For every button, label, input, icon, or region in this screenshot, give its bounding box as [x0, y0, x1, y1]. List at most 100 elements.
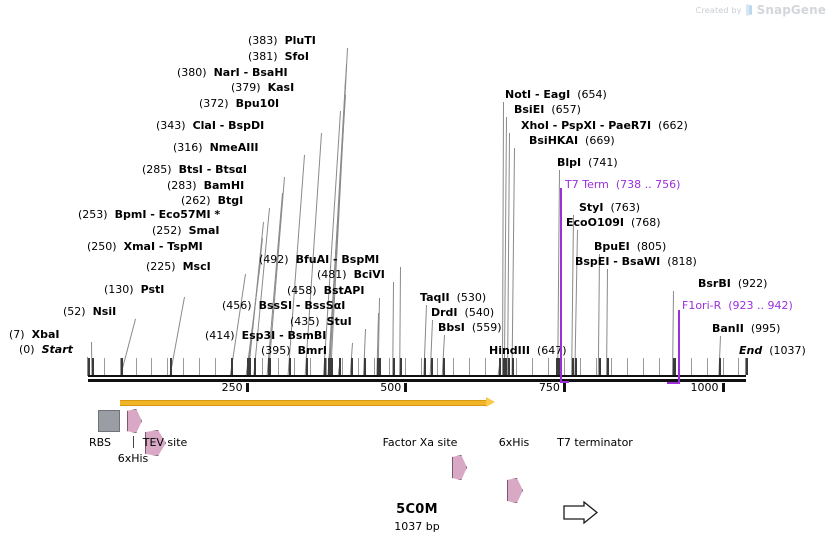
site-label-nsii[interactable]: (52) NsiI — [63, 306, 116, 318]
site-position: (383) — [248, 34, 278, 47]
site-label-xmai-tspmi[interactable]: (250) XmaI - TspMI — [87, 241, 203, 253]
feature-glyph-6xhis-right[interactable] — [507, 478, 523, 503]
site-position: (435) — [290, 315, 320, 328]
site-label-nari-bsahi[interactable]: (380) NarI - BsaHI — [177, 67, 288, 79]
site-label-bamhi[interactable]: (283) BamHI — [167, 180, 244, 192]
site-label-bpuei[interactable]: BpuEI (805) — [594, 241, 666, 253]
ruler-minor-tick — [167, 358, 169, 375]
site-label-noti-eagi[interactable]: NotI - EagI (654) — [505, 89, 607, 101]
ruler-minor-tick — [262, 358, 264, 375]
ruler-minor-tick — [199, 358, 201, 375]
ruler-minor-tick — [722, 358, 724, 375]
site-position: (995) — [750, 322, 781, 335]
ruler-site-tick — [607, 358, 610, 375]
ruler-site-tick — [502, 358, 505, 375]
site-label-bsrbi[interactable]: BsrBI (922) — [698, 278, 767, 290]
site-label-t7-term[interactable]: T7 Term (738 .. 756) — [565, 179, 680, 191]
ruler-minor-tick — [738, 358, 740, 375]
watermark-created-by-text: Created by — [695, 5, 742, 15]
site-label-stui[interactable]: (435) StuI — [290, 316, 352, 328]
ruler-site-tick — [498, 358, 501, 375]
site-label-bcivi[interactable]: (481) BciVI — [317, 269, 385, 281]
site-enzyme-name: SmaI — [188, 224, 220, 237]
feature-label-6xhis-left: 6xHis — [117, 452, 149, 465]
site-label-esp3i-bsmbi[interactable]: (414) Esp3I - BsmBI — [205, 330, 326, 342]
site-label-msci[interactable]: (225) MscI — [146, 261, 211, 273]
ruler-minor-tick — [468, 358, 470, 375]
ruler-minor-tick — [103, 358, 105, 375]
site-label-bbsi[interactable]: BbsI (559) — [438, 322, 502, 334]
ruler-site-tick — [378, 358, 381, 375]
ruler-minor-tick — [659, 358, 661, 375]
site-label-end[interactable]: End (1037) — [739, 345, 806, 357]
site-enzyme-name: BssSI - BssSαI — [258, 299, 346, 312]
leader-line — [511, 147, 515, 376]
site-label-btgi[interactable]: (262) BtgI — [181, 195, 243, 207]
leader-line — [507, 132, 510, 376]
site-label-bsssi-bsss-i[interactable]: (456) BssSI - BssSαI — [222, 300, 345, 312]
site-label-styi[interactable]: StyI (763) — [579, 202, 640, 214]
site-position: (768) — [631, 216, 661, 229]
site-enzyme-name: BmrI — [297, 344, 327, 357]
orf-arrow[interactable] — [120, 397, 495, 407]
site-enzyme-name: BsrBI — [698, 277, 731, 290]
site-label-xhoi-pspxi-paer7i[interactable]: XhoI - PspXI - PaeR7I (662) — [521, 120, 688, 132]
site-label-bfuai-bspmi[interactable]: (492) BfuAI - BspMI — [259, 254, 379, 266]
feature-glyph-t7-terminator[interactable] — [563, 501, 598, 524]
site-label-bsiei[interactable]: BsiEI (657) — [514, 104, 581, 116]
ruler-minor-tick — [436, 358, 438, 375]
plasmid-length: 1037 bp — [394, 520, 440, 533]
feature-glyph-tev-site[interactable] — [145, 430, 166, 456]
site-label-banii[interactable]: BanII (995) — [712, 323, 780, 335]
site-enzyme-name: BtgI — [217, 194, 244, 207]
site-label-bpmi-eco57mi[interactable]: (253) BpmI - Eco57MI * — [78, 209, 220, 221]
site-position: (669) — [585, 134, 615, 147]
feature-label-6xhis-right: 6xHis — [498, 436, 530, 449]
site-label-start[interactable]: (0) Start — [19, 344, 73, 356]
site-label-xbai[interactable]: (7) XbaI — [9, 329, 59, 341]
ruler-site-tick — [338, 358, 341, 375]
orf-arrow-head — [486, 397, 495, 407]
ruler-site-tick — [88, 358, 90, 375]
ruler-site-tick — [673, 358, 676, 375]
feature-glyph-rbs[interactable] — [98, 410, 120, 432]
site-enzyme-name: BpuEI — [594, 240, 630, 253]
site-position: (0) — [19, 343, 35, 356]
site-label-bmri[interactable]: (395) BmrI — [261, 345, 327, 357]
site-label-sfoi[interactable]: (381) SfoI — [248, 51, 309, 63]
site-label-bsihkai[interactable]: BsiHKAI (669) — [529, 135, 615, 147]
ruler-site-tick — [288, 358, 291, 375]
feature-glyph-factor-xa-site[interactable] — [452, 455, 467, 480]
ruler-site-tick — [170, 358, 173, 375]
site-label-bpu10i[interactable]: (372) Bpu10I — [199, 98, 279, 110]
site-label-kasi[interactable]: (379) KasI — [231, 82, 294, 94]
site-enzyme-name: BspEI - BsaWI — [575, 255, 661, 268]
ruler-minor-tick — [214, 358, 216, 375]
ruler-site-tick — [719, 358, 722, 375]
site-label-bspei-bsawi[interactable]: BspEI - BsaWI (818) — [575, 256, 697, 268]
ruler-minor-tick — [183, 358, 185, 375]
sequence-backbone-upper — [88, 375, 746, 377]
site-label-btsi-bts-i[interactable]: (285) BtsI - BtsαI — [142, 164, 247, 176]
site-position: (922) — [737, 277, 768, 290]
site-enzyme-name: KasI — [267, 81, 295, 94]
ruler-site-tick — [572, 358, 575, 375]
site-label-blpi[interactable]: BlpI (741) — [557, 157, 618, 169]
site-label-nmeaiii[interactable]: (316) NmeAIII — [173, 142, 259, 154]
ruler-site-tick — [246, 358, 249, 375]
site-label-f1ori-r[interactable]: F1ori-R (923 .. 942) — [682, 300, 793, 312]
site-label-clai-bspdi[interactable]: (343) ClaI - BspDI — [156, 120, 264, 132]
site-label-psti[interactable]: (130) PstI — [104, 284, 164, 296]
site-label-taqii[interactable]: TaqII (530) — [420, 292, 486, 304]
site-label-hindiii[interactable]: HindIII (647) — [489, 345, 567, 357]
feature-glyph-6xhis-left[interactable] — [127, 409, 142, 433]
plasmid-title: 5C0M 1037 bp — [0, 502, 834, 533]
site-label-ecoo109i[interactable]: EcoO109I (768) — [566, 217, 661, 229]
site-label-drdi[interactable]: DrdI (540) — [431, 307, 494, 319]
site-position: (657) — [551, 103, 581, 116]
site-label-pluti[interactable]: (383) PluTI — [248, 35, 316, 47]
site-label-bstapi[interactable]: (458) BstAPI — [287, 285, 364, 297]
site-label-smai[interactable]: (252) SmaI — [152, 225, 220, 237]
site-position: (1037) — [769, 344, 806, 357]
